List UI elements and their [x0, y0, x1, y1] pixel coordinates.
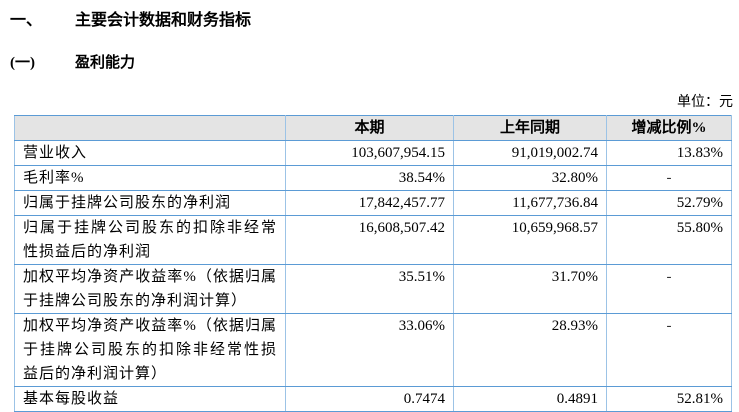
header-current-period: 本期	[285, 115, 454, 141]
change-ratio-cell: -	[606, 264, 732, 314]
table-row: 加权平均净资产收益率%（依据归属于挂牌公司股东的扣除非经常性损益后的净利润计算）…	[14, 313, 732, 387]
prior-period-cell: 28.93%	[453, 313, 607, 387]
change-ratio-cell: 52.81%	[606, 386, 732, 412]
current-period-cell: 35.51%	[285, 264, 454, 314]
header-change-ratio: 增减比例%	[606, 115, 732, 141]
row-label-cell: 归属于挂牌公司股东的扣除非经常性损益后的净利润	[14, 215, 286, 265]
row-label-cell: 基本每股收益	[14, 386, 286, 412]
heading-main-number: 一、	[10, 12, 43, 29]
change-ratio-cell: -	[606, 313, 732, 387]
table-row: 营业收入 103,607,954.15 91,019,002.74 13.83%	[14, 140, 732, 166]
current-period-cell: 103,607,954.15	[285, 140, 454, 166]
change-ratio-cell: -	[606, 165, 732, 191]
financial-indicators-table: 本期 上年同期 增减比例% 营业收入 103,607,954.15 91,019…	[14, 115, 732, 412]
current-period-cell: 33.06%	[285, 313, 454, 387]
current-period-cell: 16,608,507.42	[285, 215, 454, 265]
current-period-cell: 17,842,457.77	[285, 190, 454, 216]
section-title: 盈利能力	[75, 55, 136, 71]
prior-period-cell: 32.80%	[453, 165, 607, 191]
current-period-cell: 38.54%	[285, 165, 454, 191]
change-ratio-cell: 55.80%	[606, 215, 732, 265]
prior-period-cell: 11,677,736.84	[453, 190, 607, 216]
unit-label: 单位：元	[677, 95, 733, 110]
page-title: 主要会计数据和财务指标	[75, 12, 252, 29]
heading-sub-number: (一)	[10, 55, 35, 71]
row-label-cell: 毛利率%	[14, 165, 286, 191]
table-row: 加权平均净资产收益率%（依据归属于挂牌公司股东的净利润计算） 35.51% 31…	[14, 264, 732, 314]
table-row: 基本每股收益 0.7474 0.4891 52.81%	[14, 386, 732, 412]
header-prior-period: 上年同期	[453, 115, 607, 141]
prior-period-cell: 0.4891	[453, 386, 607, 412]
table-row: 毛利率% 38.54% 32.80% -	[14, 165, 732, 191]
prior-period-cell: 10,659,968.57	[453, 215, 607, 265]
row-label-cell: 加权平均净资产收益率%（依据归属于挂牌公司股东的净利润计算）	[14, 264, 286, 314]
row-label-cell: 加权平均净资产收益率%（依据归属于挂牌公司股东的扣除非经常性损益后的净利润计算）	[14, 313, 286, 387]
row-label-cell: 归属于挂牌公司股东的净利润	[14, 190, 286, 216]
prior-period-cell: 91,019,002.74	[453, 140, 607, 166]
prior-period-cell: 31.70%	[453, 264, 607, 314]
section-heading-main: 一、 主要会计数据和财务指标	[10, 6, 251, 30]
header-empty-cell	[14, 115, 286, 141]
table-row: 归属于挂牌公司股东的净利润 17,842,457.77 11,677,736.8…	[14, 190, 732, 216]
row-label-cell: 营业收入	[14, 140, 286, 166]
table-row: 归属于挂牌公司股东的扣除非经常性损益后的净利润 16,608,507.42 10…	[14, 215, 732, 265]
table-header-row: 本期 上年同期 增减比例%	[14, 115, 732, 141]
section-heading-sub: (一) 盈利能力	[10, 51, 135, 72]
current-period-cell: 0.7474	[285, 386, 454, 412]
change-ratio-cell: 13.83%	[606, 140, 732, 166]
change-ratio-cell: 52.79%	[606, 190, 732, 216]
